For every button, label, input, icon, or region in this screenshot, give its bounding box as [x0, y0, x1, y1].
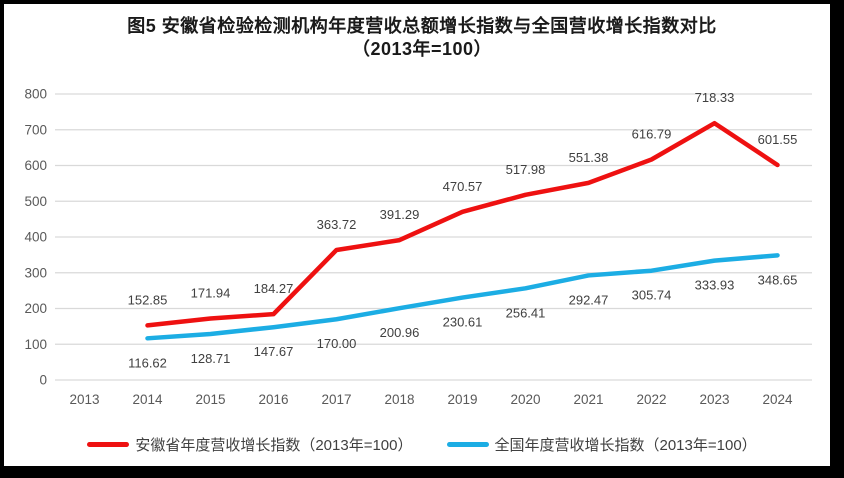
x-tick-label: 2024 [762, 392, 793, 407]
x-tick-label: 2013 [69, 392, 99, 407]
data-label: 230.61 [443, 315, 483, 330]
x-tick-label: 2016 [258, 392, 288, 407]
data-label: 601.55 [758, 132, 798, 147]
data-label: 128.71 [191, 351, 231, 366]
data-label: 363.72 [317, 217, 357, 232]
data-label: 200.96 [380, 325, 420, 340]
chart-title: 图5 安徽省检验检测机构年度营收总额增长指数与全国营收增长指数对比 （2013年… [0, 15, 844, 61]
legend-item-national: 全国年度营收增长指数（2013年=100） [446, 434, 757, 455]
x-tick-label: 2022 [636, 392, 666, 407]
data-label: 292.47 [569, 292, 609, 307]
data-label: 616.79 [632, 126, 672, 141]
legend-swatch-blue-line [446, 441, 489, 447]
series-line-0 [145, 120, 780, 328]
x-tick-label: 2020 [510, 392, 540, 407]
chart-title-line2: （2013年=100） [351, 39, 493, 59]
chart-title-line1: 图5 安徽省检验检测机构年度营收总额增长指数与全国营收增长指数对比 [127, 16, 717, 36]
x-tick-label: 2015 [195, 392, 225, 407]
legend-swatch-red-line [87, 441, 130, 447]
y-tick-label: 500 [24, 194, 47, 209]
y-tick-label: 800 [24, 87, 47, 102]
frame-border-top [0, 0, 844, 4]
data-label: 517.98 [506, 162, 546, 177]
data-label: 305.74 [632, 288, 672, 303]
y-tick-label: 400 [24, 230, 47, 245]
frame-border-right [830, 0, 844, 478]
x-tick-label: 2023 [699, 392, 729, 407]
data-label: 147.67 [254, 344, 294, 359]
chart-legend: 安徽省年度营收增长指数（2013年=100） 全国年度营收增长指数（2013年=… [0, 432, 844, 456]
legend-label-national: 全国年度营收增长指数（2013年=100） [494, 436, 757, 454]
y-tick-label: 600 [24, 158, 47, 173]
data-label: 718.33 [695, 90, 735, 105]
x-tick-label: 2021 [573, 392, 603, 407]
y-tick-label: 0 [39, 373, 47, 388]
y-tick-label: 200 [24, 301, 47, 316]
data-label: 470.57 [443, 179, 483, 194]
data-label: 184.27 [254, 281, 294, 296]
y-tick-label: 300 [24, 265, 47, 280]
data-label: 116.62 [128, 355, 167, 370]
data-label: 171.94 [191, 286, 231, 301]
x-tick-label: 2019 [447, 392, 477, 407]
x-tick-label: 2017 [321, 392, 351, 407]
data-label: 333.93 [695, 278, 735, 293]
frame-border-bottom [0, 466, 844, 478]
x-tick-label: 2014 [132, 392, 163, 407]
data-label: 551.38 [569, 150, 609, 165]
x-tick-label: 2018 [384, 392, 414, 407]
frame-border-left [0, 0, 4, 478]
data-label: 391.29 [380, 207, 420, 222]
series-line-1 [145, 253, 780, 341]
legend-item-anhui: 安徽省年度营收增长指数（2013年=100） [87, 434, 413, 455]
y-tick-label: 100 [24, 337, 47, 352]
data-label: 152.85 [128, 292, 168, 307]
data-label: 348.65 [758, 272, 798, 287]
data-label: 256.41 [506, 305, 546, 320]
data-label: 170.00 [317, 336, 357, 351]
legend-label-anhui: 安徽省年度营收增长指数（2013年=100） [135, 436, 413, 454]
y-tick-label: 700 [24, 122, 47, 137]
